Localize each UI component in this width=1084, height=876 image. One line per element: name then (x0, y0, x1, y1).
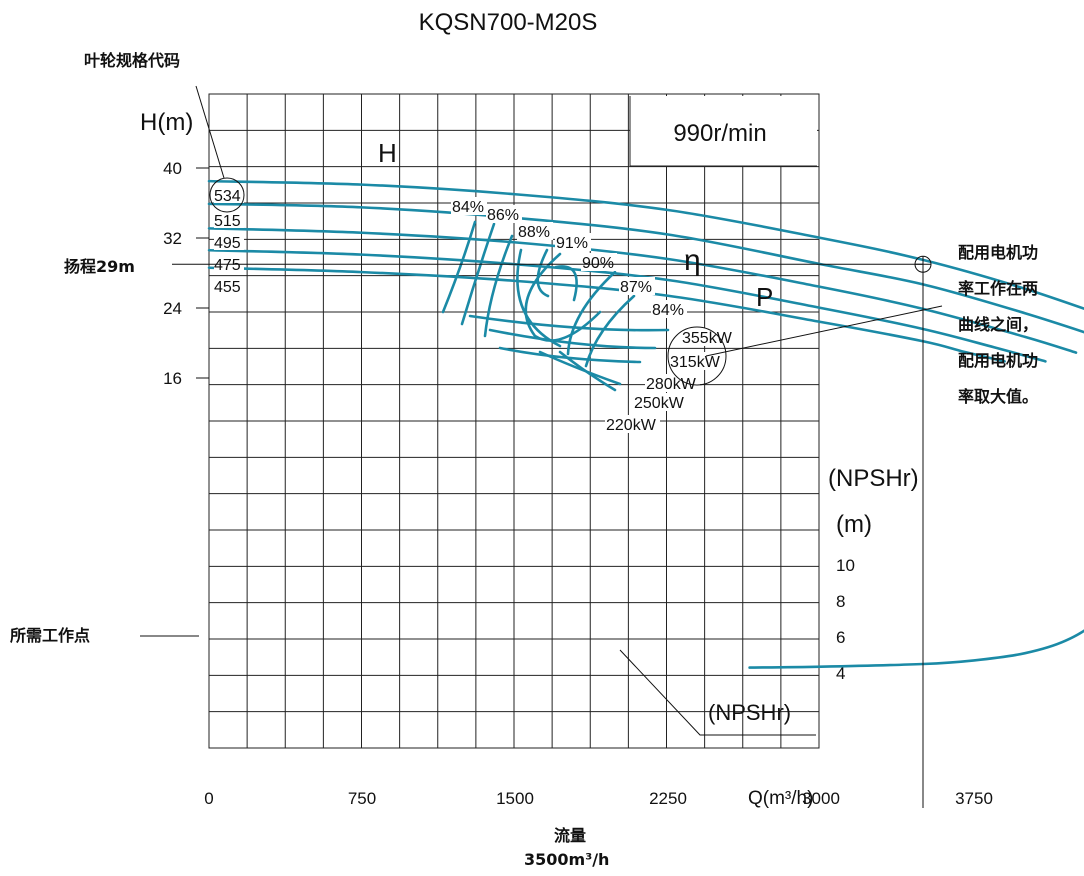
head-curve-475 (207, 248, 1047, 363)
x-tick-label: 3000 (802, 789, 840, 808)
x-axis-label: Q(m³/h) (748, 788, 813, 809)
impeller-code-label: 534 (214, 188, 241, 205)
efficiency-isoline (460, 222, 496, 326)
impeller-code-annotation: 叶轮规格代码 (84, 51, 180, 70)
motor-note-leader (705, 305, 943, 357)
power-label-bg (633, 393, 688, 411)
npsh-tick-label: 10 (836, 556, 855, 575)
power-label-bg (605, 415, 660, 433)
power-label: 280kW (646, 376, 697, 393)
chart-grid (208, 93, 820, 749)
head-curve-495 (207, 227, 1078, 354)
efficiency-label-bg (451, 197, 487, 215)
npsh-label-leader (619, 649, 816, 736)
x-tick-label: 0 (204, 789, 213, 808)
impeller-code-label: 495 (214, 235, 241, 252)
npsh-curve-label: (NPSHr) (708, 700, 791, 725)
power-curve (558, 350, 617, 392)
power-curve (488, 328, 657, 350)
impeller-code-leader (195, 85, 225, 179)
npsh-curve (748, 629, 1084, 669)
efficiency-label: 87% (620, 279, 652, 296)
y-axis-label: H(m) (140, 109, 193, 136)
impeller-code-label: 515 (214, 213, 241, 230)
efficiency-label: 84% (452, 199, 484, 216)
efficiency-label-bg (651, 300, 687, 318)
impeller-code-bg (214, 233, 244, 250)
npsh-tick-label: 8 (836, 592, 845, 611)
efficiency-isoline (441, 220, 477, 314)
efficiency-label: 90% (582, 255, 614, 272)
efficiency-isoline (554, 265, 578, 302)
efficiency-isoline (483, 234, 514, 338)
efficiency-isoline (524, 252, 602, 342)
flow-annotation-line2: 3500m³/h (524, 850, 609, 869)
impeller-code-bg (214, 277, 244, 294)
efficiency-label: 88% (518, 224, 550, 241)
chart-title: KQSN700-M20S (419, 9, 598, 36)
work-point-annotation: 所需工作点 (10, 626, 90, 645)
x-tick-label: 1500 (496, 789, 534, 808)
efficiency-isoline (566, 270, 617, 356)
power-label: 355kW (682, 330, 733, 347)
npsh-tick-label: 6 (836, 628, 845, 647)
head-curve-534 (207, 179, 1084, 311)
head-curve-515 (207, 202, 1084, 334)
efficiency-label: 86% (487, 207, 519, 224)
motor-note-line: 率工作在两 (958, 279, 1038, 298)
y-tick-label: 16 (163, 369, 182, 388)
head-point-annotation: 扬程29m (64, 257, 135, 276)
head-curve-label: H (378, 138, 397, 168)
power-circle (667, 326, 727, 386)
impeller-code-label: 455 (214, 279, 241, 296)
efficiency-isoline (536, 248, 550, 298)
npsh-axis-unit: (m) (836, 511, 872, 538)
x-tick-label: 750 (348, 789, 376, 808)
motor-note-line: 配用电机功 (958, 351, 1038, 370)
motor-note-line: 配用电机功 (958, 243, 1038, 262)
chart-annotations: 0750150022503000375045004032241610864 (140, 85, 993, 808)
speed-label-box (630, 96, 817, 166)
power-curve-label: P (756, 282, 773, 312)
efficiency-label-bg (486, 205, 522, 223)
efficiency-label-bg (619, 277, 655, 295)
efficiency-label-bg (555, 233, 591, 251)
motor-note-line: 曲线之间， (958, 315, 1038, 334)
x-tick-label: 3750 (955, 789, 993, 808)
impeller-code-bg (214, 211, 244, 228)
power-curve (468, 314, 670, 332)
speed-label: 990r/min (673, 120, 766, 147)
power-label-bg (669, 352, 724, 370)
y-tick-label: 32 (163, 229, 182, 248)
impeller-code-bg (214, 255, 244, 272)
impeller-code-label: 475 (214, 257, 241, 274)
motor-note-line: 率取大值。 (958, 387, 1038, 406)
y-tick-label: 24 (163, 299, 182, 318)
impeller-code-circle (209, 177, 245, 213)
power-label: 250kW (634, 395, 685, 412)
npsh-axis-label: (NPSHr) (828, 465, 919, 492)
efficiency-label: 91% (556, 235, 588, 252)
y-tick-label: 40 (163, 159, 182, 178)
npsh-tick-label: 4 (836, 664, 845, 683)
power-label: 315kW (670, 354, 721, 371)
power-label-bg (645, 374, 700, 392)
head-curve-455 (207, 266, 1006, 363)
efficiency-curve-label: η (684, 244, 701, 277)
power-curve (538, 350, 622, 386)
efficiency-label-bg (581, 253, 617, 271)
efficiency-label-bg (517, 222, 553, 240)
x-tick-label: 2250 (649, 789, 687, 808)
impeller-code-bg (214, 186, 244, 203)
efficiency-label: 84% (652, 302, 684, 319)
flow-annotation-line1: 流量 (554, 826, 586, 845)
power-label: 220kW (606, 417, 657, 434)
